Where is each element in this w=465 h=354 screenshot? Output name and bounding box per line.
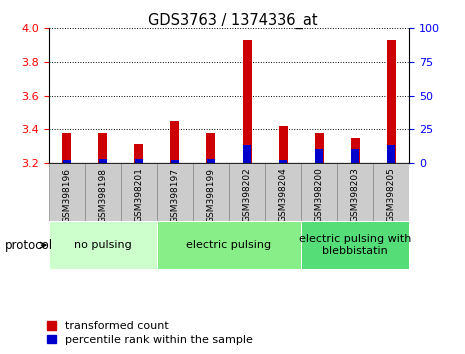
Text: GSM398199: GSM398199 bbox=[206, 167, 215, 223]
Bar bbox=[337, 163, 373, 221]
Bar bbox=[229, 163, 265, 221]
Bar bbox=[62, 133, 71, 163]
Text: GSM398205: GSM398205 bbox=[387, 167, 396, 222]
Text: electric pulsing with
blebbistatin: electric pulsing with blebbistatin bbox=[299, 234, 412, 256]
Bar bbox=[265, 163, 301, 221]
Bar bbox=[301, 221, 409, 269]
Bar bbox=[387, 145, 395, 163]
Bar bbox=[351, 149, 359, 163]
Text: GSM398201: GSM398201 bbox=[134, 167, 143, 222]
Text: GSM398197: GSM398197 bbox=[171, 167, 179, 223]
Legend: transformed count, percentile rank within the sample: transformed count, percentile rank withi… bbox=[47, 321, 253, 345]
Bar bbox=[315, 149, 323, 163]
Text: electric pulsing: electric pulsing bbox=[186, 240, 272, 250]
Bar bbox=[157, 163, 193, 221]
Text: no pulsing: no pulsing bbox=[74, 240, 132, 250]
Bar bbox=[85, 163, 121, 221]
Bar bbox=[315, 133, 324, 163]
Bar bbox=[99, 159, 107, 163]
Text: GDS3763 / 1374336_at: GDS3763 / 1374336_at bbox=[148, 12, 317, 29]
Bar bbox=[49, 221, 157, 269]
Bar bbox=[171, 160, 179, 163]
Text: GSM398196: GSM398196 bbox=[62, 167, 71, 223]
Bar bbox=[121, 163, 157, 221]
Bar bbox=[157, 221, 301, 269]
Bar bbox=[171, 121, 179, 163]
Bar bbox=[134, 144, 143, 163]
Bar bbox=[387, 40, 396, 163]
Text: GSM398198: GSM398198 bbox=[99, 167, 107, 223]
Bar bbox=[279, 160, 287, 163]
Text: GSM398204: GSM398204 bbox=[279, 167, 287, 222]
Bar bbox=[63, 160, 71, 163]
Text: GSM398200: GSM398200 bbox=[315, 167, 324, 222]
Bar bbox=[49, 163, 85, 221]
Bar bbox=[243, 40, 252, 163]
Text: GSM398202: GSM398202 bbox=[243, 167, 252, 222]
Bar bbox=[243, 145, 251, 163]
Text: GSM398203: GSM398203 bbox=[351, 167, 359, 222]
Bar bbox=[193, 163, 229, 221]
Bar bbox=[373, 163, 409, 221]
Bar bbox=[135, 159, 143, 163]
Bar bbox=[206, 133, 215, 163]
Bar bbox=[301, 163, 337, 221]
Bar bbox=[207, 159, 215, 163]
Bar bbox=[99, 133, 107, 163]
Bar bbox=[351, 138, 359, 163]
Bar bbox=[279, 126, 287, 163]
Text: protocol: protocol bbox=[5, 239, 53, 252]
